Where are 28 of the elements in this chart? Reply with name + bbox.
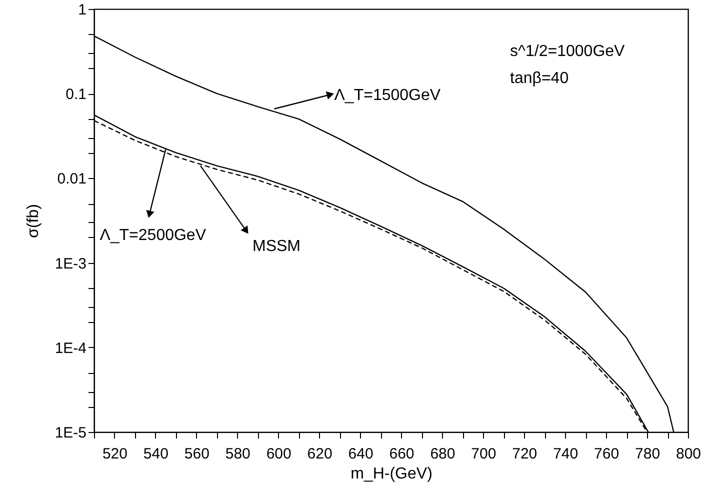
x-tick-label: 780 — [635, 446, 660, 462]
y-tick-label: 0.1 — [66, 86, 86, 104]
y-tick-label: 1 — [78, 2, 86, 18]
annotation: MSSM — [252, 238, 301, 255]
annotation: Λ_T=2500GeV — [100, 227, 206, 244]
y-tick-label: 1E-4 — [54, 340, 86, 357]
x-tick-label: 800 — [676, 446, 702, 462]
x-tick-label: 600 — [266, 446, 292, 462]
x-tick-label: 740 — [553, 446, 578, 462]
x-tick-label: 580 — [225, 446, 250, 462]
y-tick-label: 0.01 — [57, 170, 86, 188]
annotation: Λ_T=1500GeV — [334, 86, 441, 104]
x-tick-label: 720 — [512, 446, 538, 462]
y-tick-label: 1E-3 — [54, 255, 86, 272]
y-axis-title: σ(fb) — [24, 204, 42, 238]
x-tick-label: 520 — [102, 446, 128, 462]
x-tick-label: 660 — [389, 446, 414, 462]
x-tick-label: 700 — [471, 446, 496, 462]
x-axis-title: m_H-(GeV) — [350, 466, 432, 482]
x-tick-label: 640 — [348, 446, 374, 462]
y-tick-label: 1E-5 — [54, 424, 86, 442]
x-tick-label: 540 — [143, 446, 168, 462]
x-tick-label: 620 — [307, 446, 332, 462]
x-tick-label: 760 — [594, 446, 620, 462]
x-tick-label: 560 — [184, 446, 210, 462]
annotation: tanβ=40 — [510, 70, 569, 87]
x-tick-label: 680 — [430, 446, 456, 462]
annotation: s^1/2=1000GeV — [510, 43, 626, 60]
